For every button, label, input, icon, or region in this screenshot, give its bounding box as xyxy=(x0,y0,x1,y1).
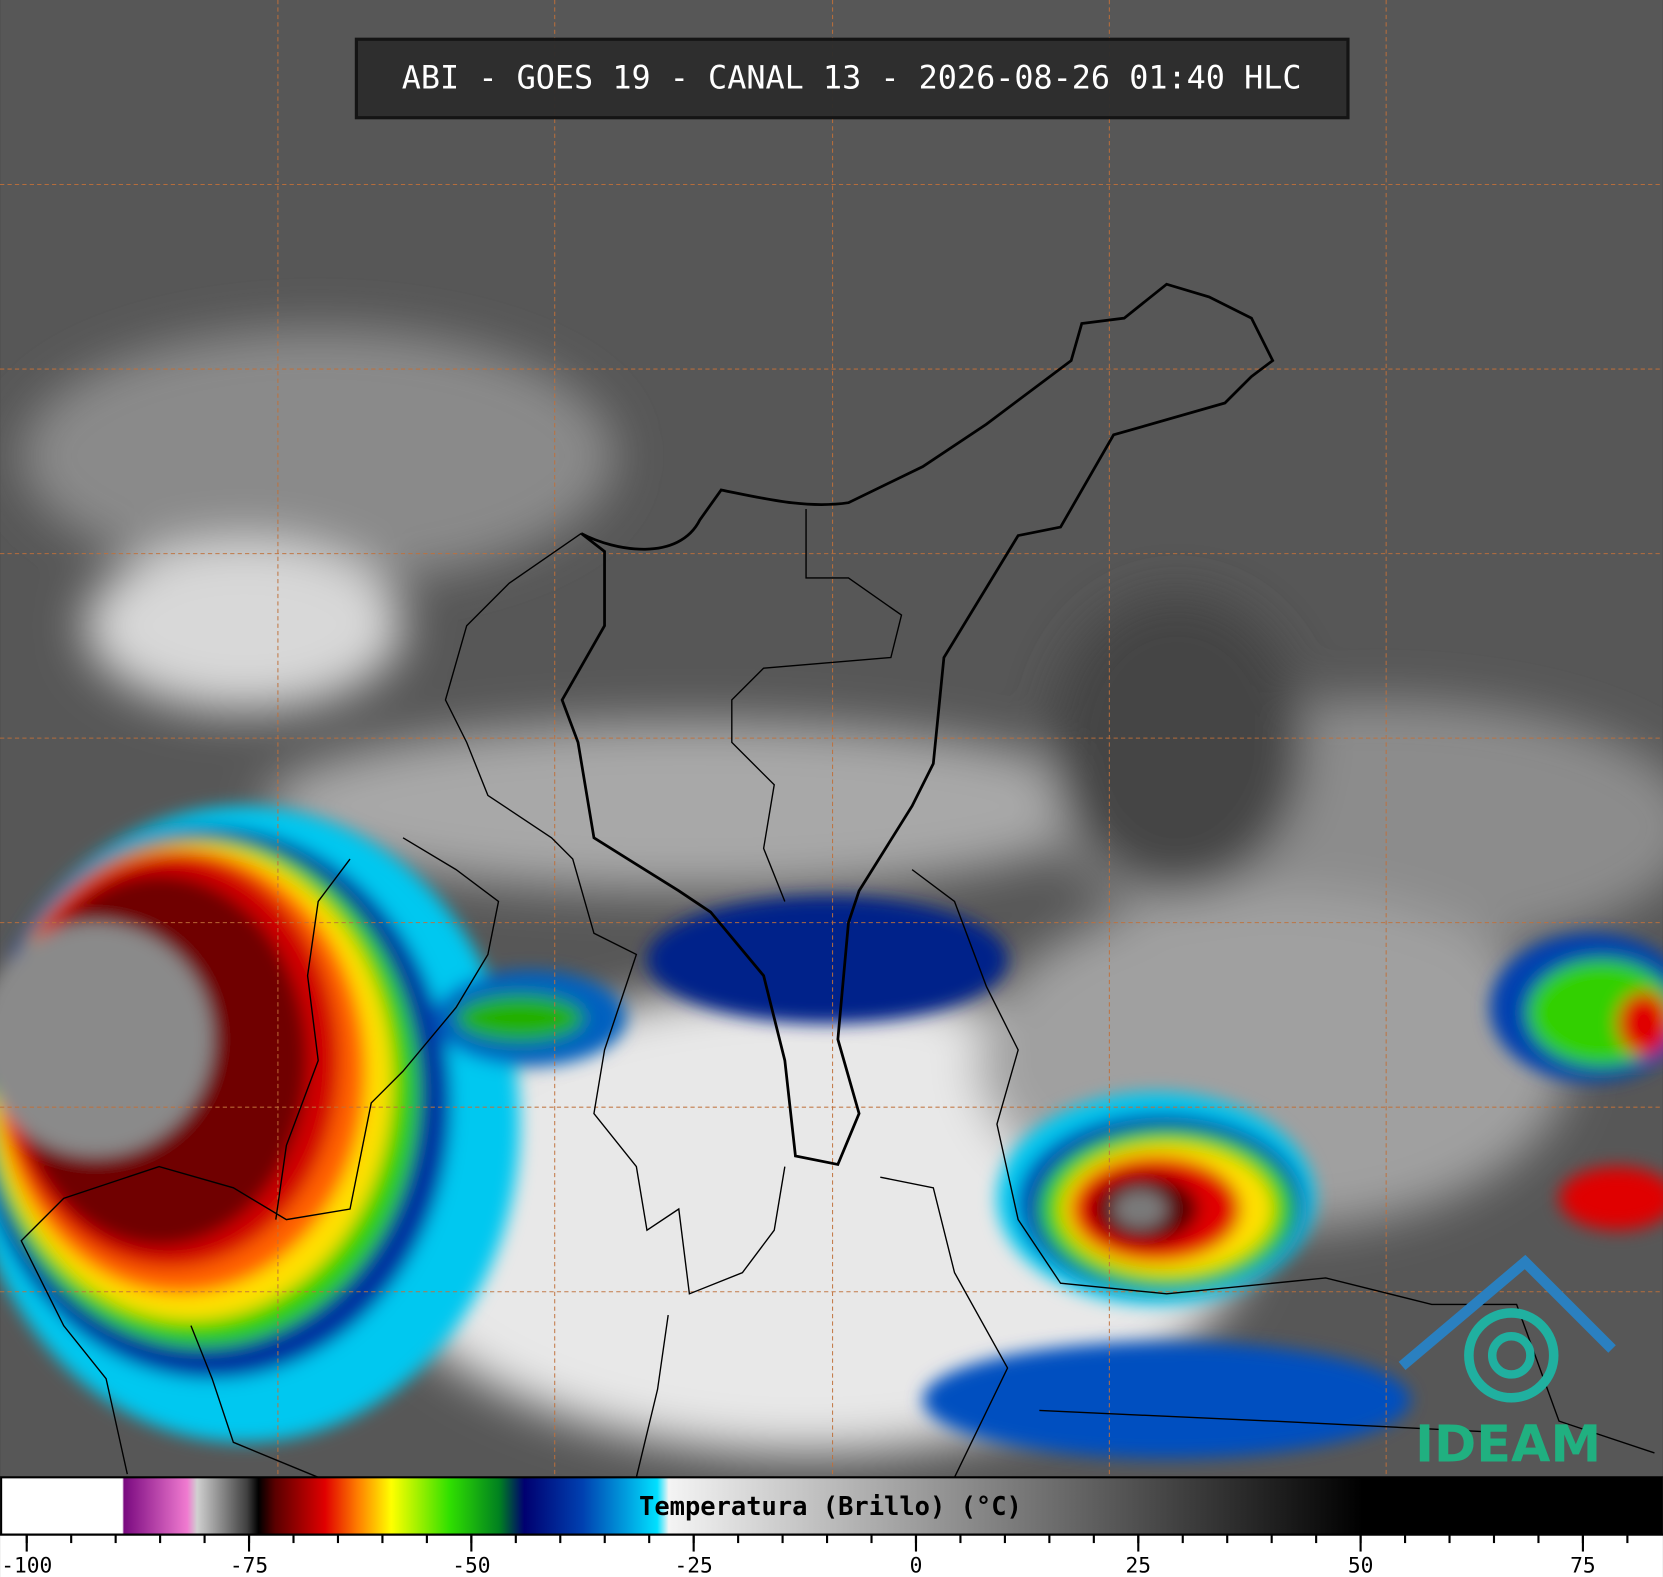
lat-lon-grid xyxy=(0,0,1663,1478)
tick-label: 50 xyxy=(1348,1553,1374,1577)
tick-label: -25 xyxy=(675,1553,713,1577)
tick-label: -50 xyxy=(452,1553,490,1577)
tick-label: -100 xyxy=(1,1553,52,1577)
borders xyxy=(20,282,1655,1478)
logo-text: IDEAM xyxy=(1415,1416,1601,1475)
tick-label: -75 xyxy=(230,1553,268,1577)
logo: IDEAM xyxy=(1398,1254,1616,1475)
tick-label: 25 xyxy=(1126,1553,1152,1577)
title-box: ABI - GOES 19 - CANAL 13 - 2026-08-26 01… xyxy=(354,37,1350,120)
title: ABI - GOES 19 - CANAL 13 - 2026-08-26 01… xyxy=(402,59,1302,97)
colorbar: Temperatura (Brillo) (°C) -100 -75 -50 -25 0… xyxy=(0,1476,1663,1577)
colorbar-label: Temperatura (Brillo) (°C) xyxy=(639,1492,1022,1522)
tick-label: 0 xyxy=(910,1553,923,1577)
tick-label: 75 xyxy=(1570,1553,1596,1577)
